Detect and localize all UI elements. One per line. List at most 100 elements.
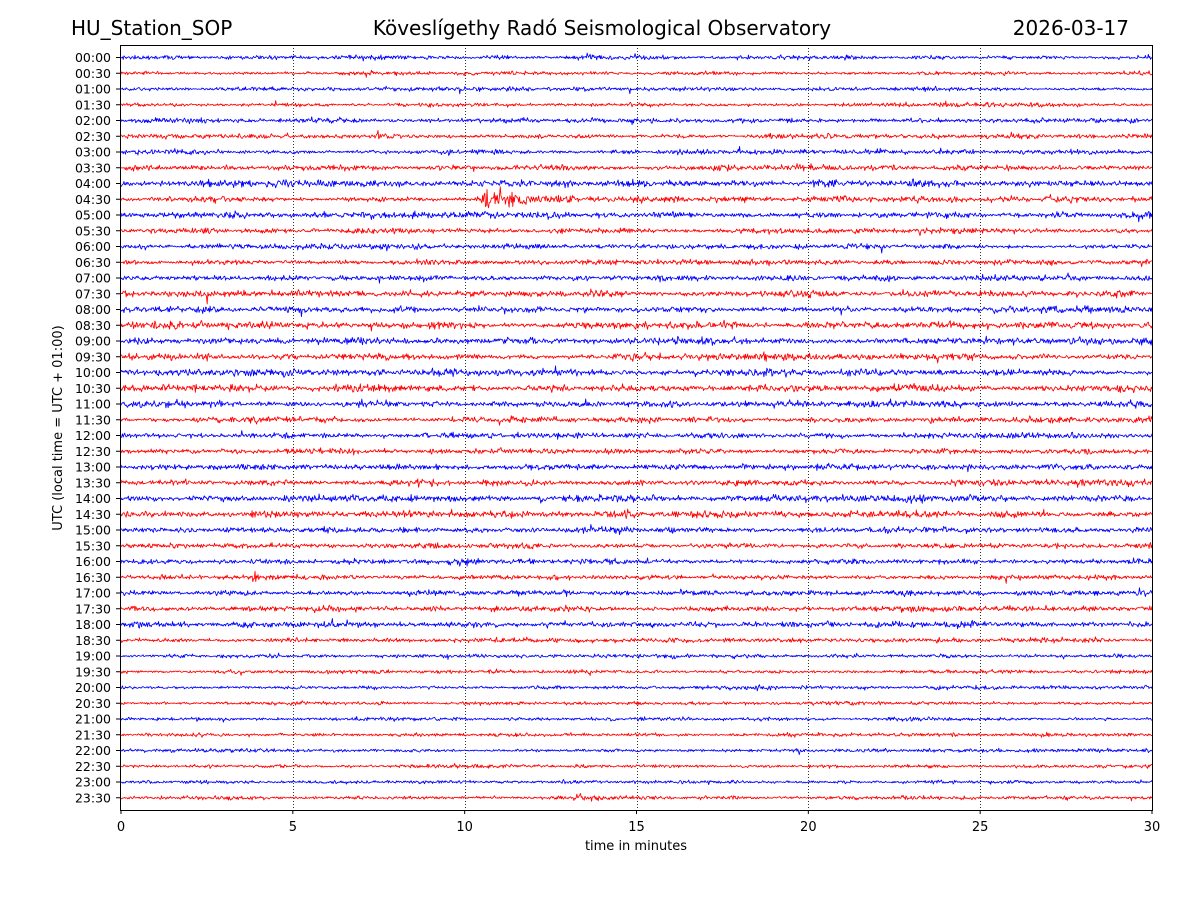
- trace-1630: [120, 570, 1153, 584]
- trace-1900: [121, 652, 1153, 660]
- trace-1530: [120, 542, 1153, 550]
- trace-1030: [120, 382, 1153, 394]
- y-tick-label: 02:30: [75, 129, 111, 144]
- trace-0900: [120, 335, 1153, 346]
- y-tick-label: 11:30: [75, 412, 111, 427]
- trace-1130: [120, 415, 1153, 426]
- y-tick-label: 23:00: [75, 775, 111, 790]
- y-tick-label: 04:00: [75, 176, 111, 191]
- y-tick-label: 07:30: [75, 286, 111, 301]
- trace-1800: [120, 618, 1153, 630]
- trace-0830: [120, 319, 1153, 332]
- station-name: HU_Station_SOP: [71, 16, 233, 40]
- y-tick-label: 02:00: [75, 113, 111, 128]
- trace-1330: [120, 478, 1153, 488]
- trace-layer: [120, 52, 1153, 802]
- trace-1700: [120, 587, 1153, 598]
- trace-1200: [120, 430, 1153, 440]
- trace-0400: [120, 178, 1153, 189]
- x-axis-label: time in minutes: [585, 839, 687, 854]
- trace-2200: [120, 747, 1153, 755]
- trace-0530: [120, 226, 1153, 237]
- y-tick-label: 03:00: [75, 145, 111, 160]
- trace-0130: [120, 100, 1153, 108]
- y-tick-label: 09:30: [75, 349, 111, 364]
- y-tick-label: 10:00: [75, 365, 111, 380]
- y-tick-label: 03:30: [75, 160, 111, 175]
- trace-1600: [120, 557, 1153, 567]
- trace-0030: [120, 69, 1153, 78]
- trace-0630: [121, 258, 1153, 268]
- trace-1400: [120, 493, 1153, 504]
- trace-0500: [120, 210, 1153, 223]
- trace-2230: [120, 763, 1153, 769]
- trace-1300: [120, 462, 1153, 473]
- y-tick-label: 05:00: [75, 208, 111, 223]
- trace-0600: [120, 242, 1153, 254]
- y-tick-label: 07:00: [75, 271, 111, 286]
- y-axis-label: UTC (local time = UTC + 01:00): [51, 325, 66, 530]
- y-tick-label: 04:30: [75, 192, 111, 207]
- y-tick-label: 17:30: [75, 601, 111, 616]
- y-tick-label: 20:00: [75, 680, 111, 695]
- y-tick-label: 15:00: [75, 523, 111, 538]
- y-tick-label: 21:30: [75, 727, 111, 742]
- trace-0000: [120, 52, 1153, 62]
- y-tick-label: 01:30: [75, 97, 111, 112]
- y-tick-label: 20:30: [75, 696, 111, 711]
- y-tick-label: 19:30: [75, 664, 111, 679]
- trace-2130: [120, 731, 1153, 738]
- y-tick-label: 10:30: [75, 381, 111, 396]
- y-tick-label: 06:00: [75, 239, 111, 254]
- y-tick-label: 14:30: [75, 507, 111, 522]
- y-tick-label: 22:30: [75, 759, 111, 774]
- trace-0100: [120, 85, 1153, 95]
- trace-2300: [120, 779, 1153, 786]
- y-tick-label: 13:00: [75, 460, 111, 475]
- y-tick-label: 18:00: [75, 617, 111, 632]
- y-tick-label: 19:00: [75, 649, 111, 664]
- trace-1500: [120, 524, 1153, 536]
- trace-0200: [120, 116, 1153, 126]
- record-date: 2026-03-17: [1012, 16, 1129, 40]
- x-tick-label: 15: [628, 820, 645, 835]
- y-tick-label: 12:30: [75, 444, 111, 459]
- trace-0230: [120, 129, 1153, 140]
- x-tick-label: 30: [1144, 820, 1161, 835]
- grid-lines: [293, 45, 981, 810]
- y-tick-label: 22:00: [75, 743, 111, 758]
- trace-1830: [120, 636, 1153, 644]
- y-tick-label: 08:00: [75, 302, 111, 317]
- y-tick-label: 23:30: [75, 790, 111, 805]
- y-tick-label: 11:00: [75, 397, 111, 412]
- y-tick-label: 00:30: [75, 66, 111, 81]
- trace-0430: [120, 186, 1153, 209]
- y-tick-label: 09:00: [75, 334, 111, 349]
- trace-1230: [120, 447, 1153, 456]
- y-tick-label: 18:30: [75, 633, 111, 648]
- trace-1100: [120, 398, 1153, 409]
- y-tick-label: 17:00: [75, 586, 111, 601]
- x-tick-label: 10: [456, 820, 473, 835]
- trace-0800: [120, 305, 1153, 318]
- y-tick-label: 05:30: [75, 223, 111, 238]
- y-axis: 00:0000:3001:0001:3002:0002:3003:0003:30…: [75, 50, 121, 805]
- y-tick-label: 12:00: [75, 428, 111, 443]
- y-tick-label: 00:00: [75, 50, 111, 65]
- y-tick-label: 14:00: [75, 491, 111, 506]
- y-tick-label: 13:30: [75, 475, 111, 490]
- observatory-title: Köveslígethy Radó Seismological Observat…: [372, 16, 832, 40]
- x-axis: 0 5 10 15 20 25 30: [117, 810, 1160, 835]
- y-tick-label: 21:00: [75, 712, 111, 727]
- trace-1430: [120, 508, 1153, 520]
- trace-0730: [120, 288, 1153, 305]
- trace-2030: [120, 700, 1153, 706]
- trace-1730: [120, 604, 1153, 614]
- x-tick-label: 5: [289, 820, 297, 835]
- x-tick-label: 0: [117, 820, 125, 835]
- trace-0330: [120, 163, 1153, 172]
- trace-1000: [120, 365, 1153, 378]
- trace-1930: [120, 668, 1153, 676]
- trace-0700: [120, 272, 1153, 284]
